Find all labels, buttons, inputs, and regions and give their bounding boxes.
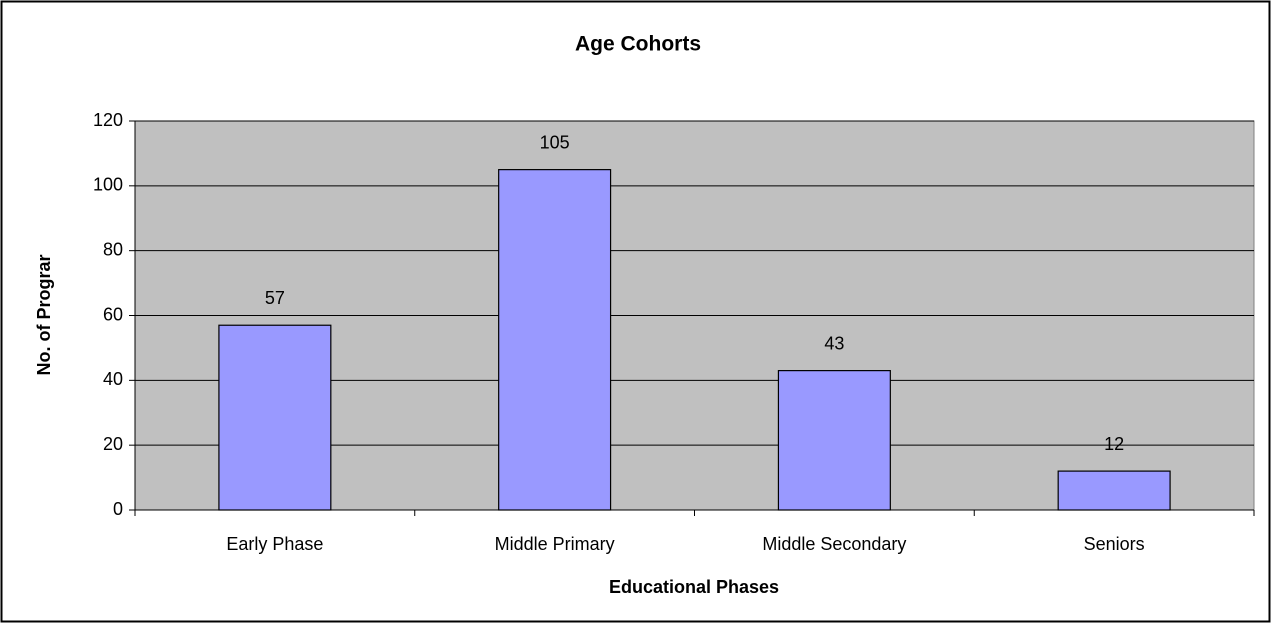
y-tick-label: 100 xyxy=(93,175,123,195)
x-axis-title: Educational Phases xyxy=(609,577,779,597)
x-tick-label: Middle Primary xyxy=(495,534,615,554)
y-tick-label: 80 xyxy=(103,239,123,259)
bar xyxy=(498,169,612,511)
bar xyxy=(218,324,332,511)
y-tick-label: 120 xyxy=(93,110,123,130)
y-axis-title: No. of Prograr xyxy=(34,254,54,375)
data-label: 43 xyxy=(824,333,844,353)
y-tick-label: 20 xyxy=(103,434,123,454)
x-tick-label: Seniors xyxy=(1084,534,1145,554)
bar xyxy=(1057,470,1171,511)
bar xyxy=(777,370,891,511)
x-tick-label: Early Phase xyxy=(226,534,323,554)
data-label: 105 xyxy=(540,132,570,152)
data-label: 57 xyxy=(265,288,285,308)
y-tick-label: 40 xyxy=(103,369,123,389)
x-tick-label: Middle Secondary xyxy=(762,534,906,554)
chart-title: Age Cohorts xyxy=(575,33,701,56)
y-tick-label: 60 xyxy=(103,304,123,324)
data-label: 12 xyxy=(1104,434,1124,454)
y-tick-label: 0 xyxy=(113,499,123,519)
